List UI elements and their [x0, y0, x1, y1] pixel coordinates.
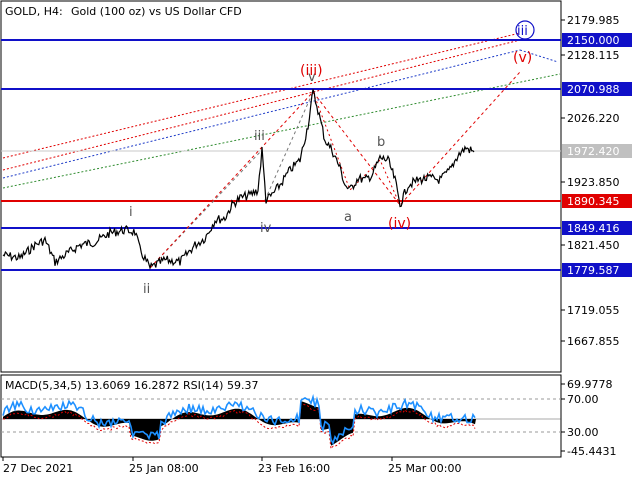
price-tick-3: 1923.850	[567, 176, 620, 189]
level-tag-2070-bg	[562, 82, 632, 96]
level-tag-1779: 1779.587	[567, 264, 620, 277]
macd-histogram	[3, 401, 476, 446]
price-tick-0: 2179.985	[567, 14, 620, 27]
level-tag-2150: 2150.000	[567, 34, 620, 47]
horizontal-levels	[1, 39, 561, 271]
level-tag-1779-bg	[562, 263, 632, 277]
level-price-tags: 2150.000 2070.988 1972.420 1890.345 1849…	[562, 33, 632, 277]
indicator-tick-3: -45.4431	[567, 445, 616, 458]
wave-label-v-circled: (v)	[513, 50, 532, 66]
indicator-tick-0: 69.9778	[567, 378, 613, 391]
price-tick-1: 2128.115	[567, 49, 620, 62]
level-tag-current-bg	[562, 144, 632, 158]
level-tag-current: 1972.420	[567, 145, 620, 158]
channel-line-red-upper	[2, 39, 521, 171]
indicator-pane-frame	[0, 374, 562, 458]
level-tag-1890: 1890.345	[567, 195, 620, 208]
time-label-1: 25 Jan 08:00	[129, 462, 199, 475]
wave-label-a: a	[344, 210, 352, 225]
wave-label-iii-big-circle	[515, 20, 535, 40]
time-axis: 27 Dec 2021 25 Jan 08:00 23 Feb 16:00 25…	[2, 457, 461, 475]
symbol-description: Gold (100 oz) vs US Dollar CFD	[71, 5, 242, 18]
price-tick-5: 1719.055	[567, 304, 620, 317]
wave-label-iii-circled: (iii)	[300, 63, 323, 79]
wave-label-iv: iv	[260, 221, 272, 236]
main-pane-frame	[0, 0, 562, 373]
level-tag-2070: 2070.988	[567, 83, 620, 96]
time-label-2: 23 Feb 16:00	[258, 462, 330, 475]
wave-guide-red-abc	[312, 91, 401, 206]
trend-channels	[2, 32, 561, 189]
channel-line-green	[2, 73, 561, 189]
wave-label-iii-big: iii	[517, 24, 528, 39]
indicator-tick-1: 70.00	[567, 393, 599, 406]
wave-labels: i ii iii iv v a b (iii) (iv) (v) iii	[129, 20, 535, 297]
wave-label-b: b	[377, 135, 385, 150]
level-tag-1849: 1849.416	[567, 222, 620, 235]
level-tag-2150-bg	[562, 33, 632, 47]
price-tick-4: 1821.450	[567, 239, 620, 252]
time-label-3: 25 Mar 00:00	[388, 462, 461, 475]
rsi-line	[2, 393, 476, 446]
wave-label-iv-circled: (iv)	[388, 216, 411, 232]
wave-guide-gray-2	[264, 91, 314, 201]
channel-line-red-top	[2, 32, 521, 159]
wave-label-i: i	[129, 205, 133, 220]
level-tag-1890-bg	[562, 194, 632, 208]
wave-guides	[149, 71, 521, 269]
price-series[interactable]	[2, 89, 475, 271]
level-tag-1849-bg	[562, 221, 632, 235]
indicator-tick-2: 30.00	[567, 426, 599, 439]
price-tick-6: 1667.855	[567, 335, 620, 348]
indicator-title: MACD(5,34,5) 13.6069 16.2872 RSI(14) 59.…	[5, 379, 258, 392]
price-tick-2: 2026.220	[567, 112, 620, 125]
channel-line-blue	[2, 49, 521, 179]
channel-line-blue-tail	[519, 49, 559, 63]
wave-label-iii: iii	[254, 129, 265, 144]
indicator-pane[interactable]: MACD(5,34,5) 13.6069 16.2872 RSI(14) 59.…	[1, 378, 616, 458]
wave-label-v: v	[308, 70, 316, 85]
wave-label-ii: ii	[143, 282, 150, 297]
price-axis: 2179.985 2128.115 2026.220 1923.850 1821…	[561, 14, 620, 348]
time-label-0: 27 Dec 2021	[3, 462, 73, 475]
symbol-timeframe: GOLD, H4:	[5, 5, 63, 18]
macd-signal-line	[3, 403, 476, 450]
